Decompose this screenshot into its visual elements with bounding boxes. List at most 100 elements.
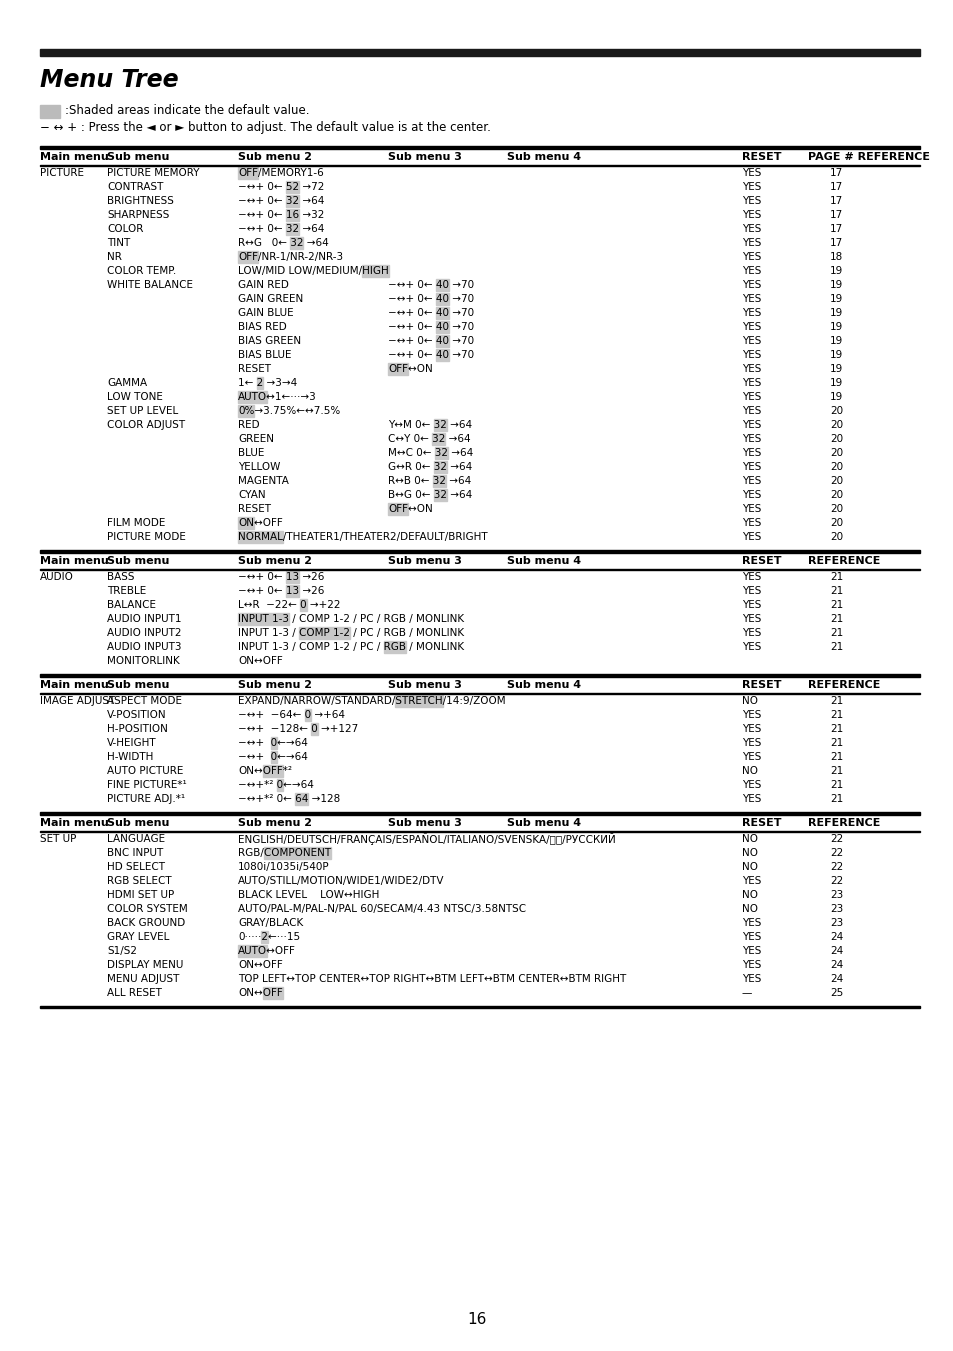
Text: Sub menu 2: Sub menu 2	[237, 151, 312, 162]
Text: 19: 19	[829, 322, 842, 332]
Bar	[434, 419, 446, 431]
Text: OFF/NR-1/NR-2/NR-3: OFF/NR-1/NR-2/NR-3	[237, 253, 343, 262]
Bar	[286, 209, 299, 222]
Text: COLOR SYSTEM: COLOR SYSTEM	[107, 904, 188, 915]
Text: RGB SELECT: RGB SELECT	[107, 875, 172, 886]
Text: AUTO↔1←···→3: AUTO↔1←···→3	[237, 392, 316, 403]
Bar	[436, 307, 449, 319]
Bar	[395, 694, 442, 707]
Text: YES: YES	[741, 224, 760, 234]
Text: REFERENCE: REFERENCE	[807, 680, 880, 689]
Text: MONITORLINK: MONITORLINK	[107, 657, 179, 666]
Bar	[286, 181, 299, 193]
Text: YES: YES	[741, 420, 760, 430]
Text: 24: 24	[829, 961, 842, 970]
Text: YES: YES	[741, 517, 760, 528]
Text: 1← 2 →3→4: 1← 2 →3→4	[237, 378, 297, 388]
Bar	[40, 674, 919, 677]
Text: −↔+*² 0← 64 →128: −↔+*² 0← 64 →128	[237, 794, 340, 804]
Text: NO: NO	[741, 696, 758, 707]
Bar	[383, 640, 406, 653]
Text: 23: 23	[829, 904, 842, 915]
Text: 19: 19	[829, 308, 842, 317]
Text: RESET: RESET	[237, 504, 271, 513]
Text: YES: YES	[741, 711, 760, 720]
Text: COLOR ADJUST: COLOR ADJUST	[107, 420, 185, 430]
Text: 21: 21	[829, 613, 842, 624]
Text: SET UP LEVEL: SET UP LEVEL	[107, 407, 178, 416]
Text: ON↔OFF: ON↔OFF	[237, 988, 282, 998]
Text: RESET: RESET	[237, 363, 271, 374]
Text: 18: 18	[829, 253, 842, 262]
Text: ENGLISH/DEUTSCH/FRANÇAIS/ESPAÑOL/ITALIANO/SVENSKA/中文/РУССКИЙ: ENGLISH/DEUTSCH/FRANÇAIS/ESPAÑOL/ITALIAN…	[237, 834, 615, 844]
Text: 21: 21	[829, 738, 842, 748]
Bar	[436, 280, 449, 290]
Text: 21: 21	[829, 696, 842, 707]
Text: BIAS GREEN: BIAS GREEN	[237, 336, 301, 346]
Bar	[298, 627, 350, 639]
Text: GREEN: GREEN	[237, 434, 274, 444]
Text: REFERENCE: REFERENCE	[807, 555, 880, 566]
Text: GAMMA: GAMMA	[107, 378, 147, 388]
Text: −↔+ 0← 40 →70: −↔+ 0← 40 →70	[388, 336, 474, 346]
Bar	[237, 944, 267, 957]
Text: ON↔OFF*²: ON↔OFF*²	[237, 766, 292, 775]
Text: 23: 23	[829, 890, 842, 900]
Text: WHITE BALANCE: WHITE BALANCE	[107, 280, 193, 290]
Text: YES: YES	[741, 794, 760, 804]
Bar	[237, 405, 254, 417]
Text: YES: YES	[741, 917, 760, 928]
Bar	[271, 751, 276, 763]
Text: YES: YES	[741, 322, 760, 332]
Bar	[436, 293, 449, 305]
Text: YES: YES	[741, 875, 760, 886]
Text: R↔B 0← 32 →64: R↔B 0← 32 →64	[388, 476, 471, 486]
Text: NO: NO	[741, 890, 758, 900]
Text: YES: YES	[741, 266, 760, 276]
Text: RESET: RESET	[741, 817, 781, 828]
Text: −↔+  0←→64: −↔+ 0←→64	[237, 738, 308, 748]
Text: 23: 23	[829, 917, 842, 928]
Text: BACK GROUND: BACK GROUND	[107, 917, 185, 928]
Text: 19: 19	[829, 363, 842, 374]
Text: RESET: RESET	[741, 151, 781, 162]
Text: YES: YES	[741, 586, 760, 596]
Text: NO: NO	[741, 904, 758, 915]
Text: BIAS BLUE: BIAS BLUE	[237, 350, 292, 359]
Text: YES: YES	[741, 504, 760, 513]
Bar	[286, 585, 299, 597]
Text: YES: YES	[741, 238, 760, 249]
Text: BIAS RED: BIAS RED	[237, 322, 287, 332]
Text: LOW/MID LOW/MEDIUM/HIGH: LOW/MID LOW/MEDIUM/HIGH	[237, 266, 388, 276]
Bar	[40, 812, 919, 815]
Text: Y↔M 0← 32 →64: Y↔M 0← 32 →64	[388, 420, 472, 430]
Text: −↔+  0←→64: −↔+ 0←→64	[237, 753, 308, 762]
Bar	[436, 349, 449, 361]
Bar	[294, 793, 308, 805]
Text: YES: YES	[741, 182, 760, 192]
Text: YES: YES	[741, 724, 760, 734]
Text: −↔+ 0← 40 →70: −↔+ 0← 40 →70	[388, 295, 474, 304]
Text: G↔R 0← 32 →64: G↔R 0← 32 →64	[388, 462, 472, 471]
Text: Sub menu 3: Sub menu 3	[388, 555, 461, 566]
Text: REFERENCE: REFERENCE	[807, 817, 880, 828]
Text: 22: 22	[829, 862, 842, 871]
Text: YES: YES	[741, 600, 760, 611]
Text: AUDIO INPUT1: AUDIO INPUT1	[107, 613, 181, 624]
Text: 21: 21	[829, 586, 842, 596]
Text: 19: 19	[829, 378, 842, 388]
Text: YES: YES	[741, 392, 760, 403]
Text: H-WIDTH: H-WIDTH	[107, 753, 153, 762]
Text: PICTURE MEMORY: PICTURE MEMORY	[107, 168, 199, 178]
Text: —: —	[741, 988, 752, 998]
Text: ALL RESET: ALL RESET	[107, 988, 162, 998]
Bar	[237, 531, 283, 543]
Text: FILM MODE: FILM MODE	[107, 517, 165, 528]
Text: −↔+*² 0←→64: −↔+*² 0←→64	[237, 780, 314, 790]
Text: YES: YES	[741, 974, 760, 984]
Bar	[286, 195, 299, 207]
Text: BLACK LEVEL    LOW↔HIGH: BLACK LEVEL LOW↔HIGH	[237, 890, 379, 900]
Text: 25: 25	[829, 988, 842, 998]
Text: H-POSITION: H-POSITION	[107, 724, 168, 734]
Bar	[237, 613, 289, 626]
